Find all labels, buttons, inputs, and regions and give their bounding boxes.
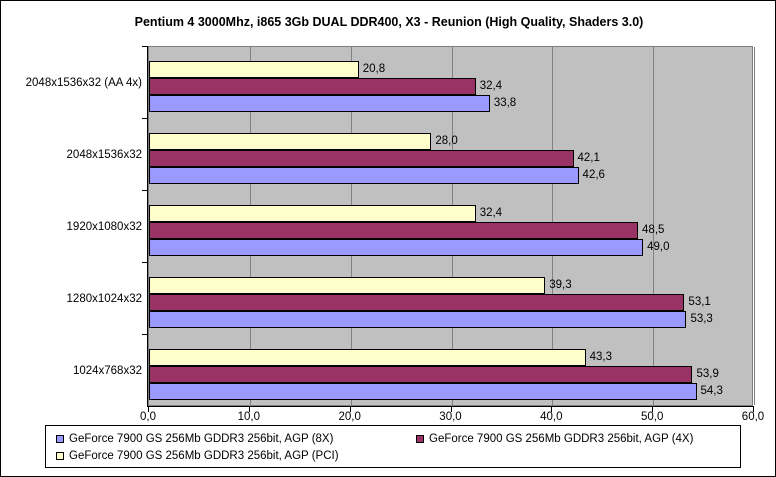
bar-value-label: 39,3 <box>549 278 572 291</box>
bar[interactable] <box>149 204 476 222</box>
bar[interactable] <box>149 132 432 150</box>
y-axis-tick <box>142 118 147 119</box>
bar-value-label: 49,0 <box>647 240 670 253</box>
bar-value-label: 43,3 <box>589 350 612 363</box>
legend-entry-agp-4x[interactable]: GeForce 7900 GS 256Mb GDDR3 256bit, AGP … <box>416 433 693 445</box>
bar-value-label: 53,3 <box>690 312 713 325</box>
y-axis-tick <box>142 262 147 263</box>
legend-swatch-icon-agp-pci <box>56 451 64 460</box>
chart-legend: GeForce 7900 GS 256Mb GDDR3 256bit, AGP … <box>45 425 741 468</box>
y-axis-category-label: 2048x1536x32 (AA 4x) <box>25 77 142 89</box>
legend-swatch-icon-agp-8x <box>56 434 64 443</box>
x-axis-tick <box>753 407 754 412</box>
x-axis-tick <box>551 407 553 412</box>
bar-value-label: 48,5 <box>642 223 665 236</box>
x-axis-tick-label: 60,0 <box>741 411 765 423</box>
legend-swatch-icon-agp-4x <box>416 434 424 443</box>
bar[interactable] <box>149 221 639 239</box>
x-axis-tick <box>148 407 149 412</box>
bar-value-label: 32,4 <box>479 206 503 219</box>
bar[interactable] <box>149 348 586 366</box>
bar[interactable] <box>149 293 685 311</box>
plot-area: 43,3 53,9 54,3 39,3 53,1 53,3 32,4 48,5 49,0 28,0… <box>148 46 755 406</box>
bar[interactable] <box>149 276 546 294</box>
chart-title: Pentium 4 3000Mhz, i865 3Gb DUAL DDR400,… <box>134 15 644 29</box>
x-axis-tick <box>349 407 351 412</box>
y-axis-category-label: 1920x1080x32 <box>66 221 142 233</box>
y-axis-tick <box>142 46 147 47</box>
x-axis-tick-label: 50,0 <box>640 411 664 423</box>
legend-row-1: GeForce 7900 GS 256Mb GDDR3 256bit, AGP … <box>56 430 740 447</box>
bar-value-label: 28,0 <box>435 134 458 147</box>
legend-label-agp-8x: GeForce 7900 GS 256Mb GDDR3 256bit, AGP … <box>69 432 334 445</box>
legend-label-agp-pci: GeForce 7900 GS 256Mb GDDR3 256bit, AGP … <box>69 449 339 462</box>
legend-row-2: GeForce 7900 GS 256Mb GDDR3 256bit, AGP … <box>56 447 740 464</box>
bar-value-label: 53,9 <box>696 367 719 380</box>
bar-value-label: 42,1 <box>577 151 600 164</box>
bar-value-label: 33,8 <box>493 96 517 109</box>
bar[interactable] <box>149 238 644 256</box>
x-axis-tick-label: 30,0 <box>439 411 462 423</box>
legend-entry-agp-8x[interactable]: GeForce 7900 GS 256Mb GDDR3 256bit, AGP … <box>56 433 416 445</box>
x-axis-tick-label: 40,0 <box>540 411 563 423</box>
x-axis-tick <box>450 407 452 412</box>
bar[interactable] <box>149 77 476 95</box>
bar[interactable] <box>149 166 579 184</box>
gridline <box>653 47 655 405</box>
bar[interactable] <box>149 149 574 167</box>
bar-value-label: 42,6 <box>582 168 605 181</box>
x-axis-line <box>148 406 754 407</box>
bar-value-label: 53,1 <box>688 295 711 308</box>
y-axis-category-label: 2048x1536x32 <box>66 149 142 161</box>
legend-entry-agp-pci[interactable]: GeForce 7900 GS 256Mb GDDR3 256bit, AGP … <box>56 450 416 462</box>
bar[interactable] <box>149 60 359 78</box>
x-axis-tick <box>248 407 250 412</box>
bar[interactable] <box>149 382 697 400</box>
y-axis-tick <box>142 190 147 191</box>
legend-label-agp-4x: GeForce 7900 GS 256Mb GDDR3 256bit, AGP … <box>429 432 694 445</box>
y-axis-category-label: 1280x1024x32 <box>66 293 142 305</box>
bar[interactable] <box>149 365 693 383</box>
bar[interactable] <box>149 94 490 112</box>
y-axis-category-label: 1024x768x32 <box>72 365 142 377</box>
x-axis-tick-label: 0,0 <box>140 411 156 423</box>
y-axis-category-labels: 1024x768x32 1280x1024x32 1920x1080x32 2048x… <box>1 1 142 476</box>
y-axis-tick <box>142 334 147 335</box>
y-axis-line <box>147 46 148 407</box>
bar-value-label: 32,4 <box>479 79 503 92</box>
bar-value-label: 20,8 <box>362 62 386 75</box>
x-axis-tick-label: 10,0 <box>237 411 261 423</box>
x-axis-tick-label: 20,0 <box>338 411 361 423</box>
gridline <box>754 47 755 405</box>
bar[interactable] <box>149 310 687 328</box>
bar-value-label: 54,3 <box>700 384 723 397</box>
x-axis-tick <box>652 407 654 412</box>
